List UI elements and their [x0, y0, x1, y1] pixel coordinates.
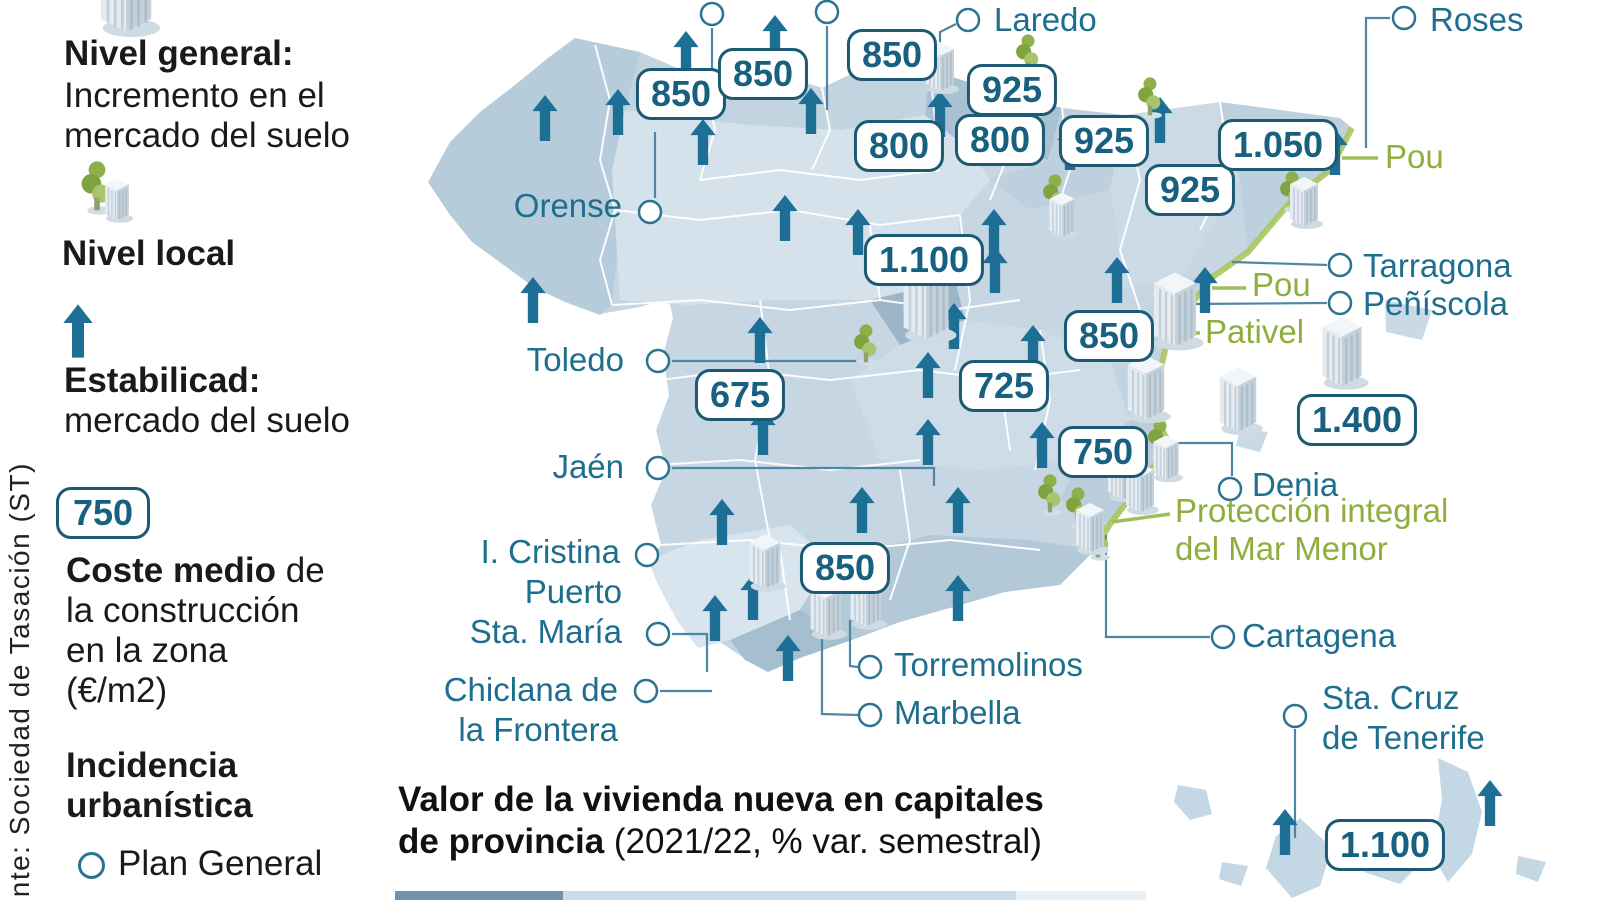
city-label-marbella: Marbella	[894, 694, 1021, 731]
cost-badge: 850	[635, 68, 727, 120]
cost-badge: 675	[694, 369, 786, 421]
caption-line1: Valor de la vivienda nueva en capitales	[398, 780, 1044, 819]
city-label-cartagena: Cartagena	[1242, 617, 1397, 654]
building-icon	[1321, 315, 1370, 391]
city-marker-cartagena	[1210, 624, 1236, 650]
green-label: Pativel	[1205, 313, 1305, 350]
green-connector	[1111, 512, 1171, 524]
caption-line2: de provincia (2021/22, % var. semestral)	[398, 822, 1042, 861]
city-marker-torremolinos	[857, 654, 883, 680]
city-label-puerto: Puerto Sta. María	[469, 573, 622, 650]
city-markers	[633, 0, 1417, 729]
city-label-i-cristina: I. Cristina	[480, 533, 620, 570]
city-label-ja-n: Jaén	[552, 448, 624, 485]
cost-badge: 800	[954, 114, 1046, 166]
cost-badge: 800	[853, 120, 945, 172]
cost-badge: 750	[1057, 426, 1149, 478]
cost-badge: 1.100	[863, 234, 985, 286]
legend-cost-badge: 750	[56, 487, 151, 539]
city-marker-tarragona	[1327, 252, 1353, 278]
city-label-denia: Denia	[1252, 466, 1339, 503]
stability-arrow-icon	[63, 304, 93, 358]
city-connector	[1231, 260, 1328, 267]
green-label: Pou	[1385, 138, 1444, 175]
cost-badge: 1.100	[1324, 819, 1446, 871]
plan-general-marker-icon	[78, 852, 105, 879]
city-label-orense: Orense	[513, 187, 622, 224]
cost-badge: 850	[717, 48, 809, 100]
city-marker-laredo	[955, 7, 981, 33]
stability-arrow-icon	[1477, 780, 1503, 826]
scale-bar-segment	[563, 891, 1016, 900]
city-marker-pe-scola	[1327, 290, 1353, 316]
city-label-torremolinos: Torremolinos	[894, 646, 1083, 683]
cost-badge: 925	[966, 64, 1058, 116]
city-marker-i-cristina	[634, 542, 660, 568]
green-label: Protección integral del Mar Menor	[1175, 492, 1449, 567]
city-marker-denia	[1217, 476, 1243, 502]
city-marker-ja-n	[645, 455, 671, 481]
legend-local-title: Nivel local	[62, 234, 236, 273]
cost-badge: 1.050	[1217, 119, 1339, 171]
city-connector	[672, 632, 709, 672]
legend-cost-line3: en la zona	[66, 631, 228, 670]
green-label: Pou	[1252, 266, 1311, 303]
city-marker-orense	[637, 199, 663, 225]
value-scale-bar	[395, 891, 1146, 900]
legend-incidence-line1: Incidencia	[66, 746, 238, 785]
city-marker-sta-cruz	[1282, 703, 1308, 729]
city-connector	[1104, 535, 1210, 639]
city-marker-marbella	[857, 702, 883, 728]
city-label-tarragona: Tarragona	[1363, 247, 1512, 284]
city-connector	[848, 620, 859, 669]
legend-cost-line4: (€/m2)	[66, 671, 168, 710]
cost-badge: 925	[1058, 115, 1150, 167]
legend-general-line2: mercado del suelo	[64, 116, 350, 155]
source-credit: Fuente: Sociedad de Tasación (ST)	[4, 462, 35, 900]
city-connector	[1364, 16, 1390, 148]
city-connector	[1191, 301, 1328, 306]
legend-incidence-line2: urbanística	[66, 786, 253, 825]
scale-bar-segment	[1016, 891, 1146, 900]
city-marker-chiclana-de	[633, 678, 659, 704]
local-level-tree-icon	[81, 161, 134, 224]
cost-badge: 1.400	[1296, 394, 1418, 446]
city-label-pe-scola: Peñíscola	[1363, 285, 1508, 322]
city-label-laredo: Laredo	[994, 1, 1097, 38]
cost-badge: 850	[846, 29, 938, 81]
city-connector-lines	[653, 16, 1390, 838]
city-marker	[699, 1, 725, 27]
legend-cost-line1: Coste medio de	[66, 551, 325, 590]
cost-badge: 850	[1063, 310, 1155, 362]
cost-badge: 925	[1144, 164, 1236, 216]
city-marker	[814, 0, 840, 25]
city-label-chiclana-de: Chiclana de la Frontera	[443, 671, 618, 748]
legend-stability-title: Estabilicad:	[64, 361, 261, 400]
cost-badge: 725	[958, 360, 1050, 412]
city-marker-toledo	[645, 348, 671, 374]
legend-general-line1: Incremento en el	[64, 76, 325, 115]
cost-badge: 850	[799, 542, 891, 594]
city-label-roses: Roses	[1430, 1, 1524, 38]
building-icon	[1218, 366, 1264, 437]
scale-bar-segment	[395, 891, 563, 900]
legend-plan-general: Plan General	[118, 844, 323, 883]
building-icon	[1289, 176, 1324, 230]
legend-stability-line: mercado del suelo	[64, 401, 350, 440]
legend-general-title: Nivel general:	[64, 34, 294, 73]
city-connector	[672, 466, 936, 486]
legend-cost-line2: la construcción	[66, 591, 300, 630]
city-marker-roses	[1391, 5, 1417, 31]
city-connector	[1166, 441, 1234, 476]
city-label-sta-cruz: Sta. Cruz de Tenerife	[1322, 679, 1485, 756]
city-marker-puerto	[645, 621, 671, 647]
city-label-toledo: Toledo	[526, 341, 624, 378]
city-connector	[820, 632, 859, 717]
